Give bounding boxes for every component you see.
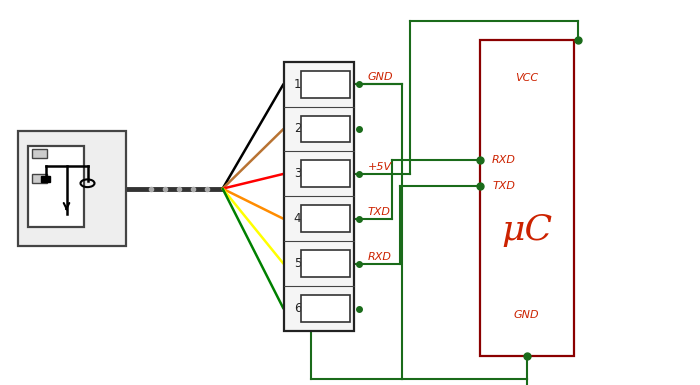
Text: 1: 1 [294, 77, 301, 90]
Bar [301, 116, 350, 142]
Bar [32, 174, 47, 183]
Text: 4: 4 [294, 212, 301, 225]
Bar [41, 176, 50, 182]
Bar [480, 40, 574, 356]
Text: 6: 6 [294, 302, 301, 315]
Text: VCC: VCC [515, 73, 538, 83]
Text: 2: 2 [294, 122, 301, 136]
Bar [18, 131, 126, 246]
Text: RXD: RXD [368, 252, 391, 262]
Text: TXD: TXD [492, 181, 515, 191]
Text: +5V: +5V [368, 162, 391, 172]
Bar [301, 250, 350, 277]
Bar [301, 205, 350, 232]
Text: 5: 5 [294, 257, 301, 270]
Bar [301, 295, 350, 322]
Text: GND: GND [368, 72, 393, 82]
Text: 3: 3 [294, 167, 301, 181]
Text: RXD: RXD [492, 156, 516, 166]
Bar [301, 161, 350, 187]
Bar [284, 62, 354, 331]
Bar [301, 70, 350, 97]
Text: GND: GND [514, 310, 540, 320]
Text: μC: μC [501, 213, 552, 247]
Text: TXD: TXD [368, 207, 391, 217]
Bar [32, 149, 47, 158]
Bar [28, 146, 84, 227]
